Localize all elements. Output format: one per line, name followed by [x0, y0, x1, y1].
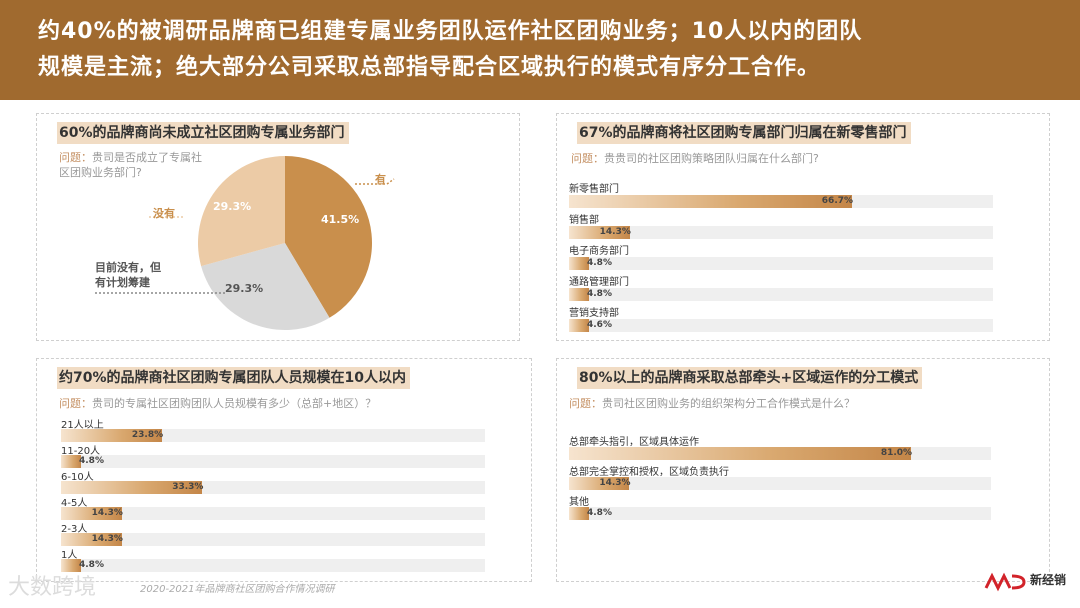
panel-title: 80%以上的品牌商采取总部牵头+区域运作的分工模式 [577, 367, 923, 389]
panel-title: 60%的品牌商尚未成立社区团购专属业务部门 [57, 122, 349, 144]
pie-value-no: 29.3% [213, 200, 252, 213]
bar [569, 477, 630, 490]
panel-dept-established: 60%的品牌商尚未成立社区团购专属业务部门 问题：贵司是否成立了专属社 区团购业… [36, 113, 520, 341]
bar-category-label: 11-20人 [61, 446, 101, 457]
pie-legend-planned-line2: 有计划筹建 [95, 276, 150, 289]
panel-title: 67%的品牌商将社区团购专属部门归属在新零售部门 [577, 122, 911, 144]
pie-slice [201, 243, 330, 330]
question-text-line2: 区团购业务部门? [59, 166, 142, 179]
header-title-line2: 规模是主流；绝大部分公司采取总部指导配合区域执行的模式有序分工合作。 [38, 55, 821, 80]
pie-slice [198, 156, 285, 267]
bar-value-label: 4.8% [79, 456, 104, 466]
bar-chart-department: 新零售部门 66.7% 销售部 14.3% 电子商务部门 4.8% 通路管理部门 4.8% 营销… [557, 114, 1049, 340]
question-text: 贵司的专属社区团购团队人员规模有多少（总部+地区）？ [92, 397, 377, 410]
bar [61, 559, 82, 572]
bar [61, 533, 122, 546]
pie-legend-planned-line1: 目前没有，但 [95, 261, 161, 274]
bar [569, 319, 589, 332]
panel-question: 问题：贵司是否成立了专属社 区团购业务部门? [59, 150, 249, 180]
bar-category-label: 4-5人 [61, 498, 88, 509]
bar-category-label: 其他 [569, 497, 589, 508]
bar-track [569, 226, 993, 239]
watermark: 大数跨境 [8, 575, 97, 600]
bar-track [61, 429, 485, 442]
bar-category-label: 1人 [61, 550, 78, 561]
bar-chart-team-size: 21人以上 23.8% 11-20人 4.8% 6-10人 33.3% 4-5人 14.3% 2… [37, 359, 531, 581]
bar [569, 195, 852, 208]
bar-track [569, 507, 991, 520]
brand-name: 新经销 [1030, 573, 1067, 587]
bar-value-label: 66.7% [821, 196, 854, 206]
bar-track [569, 257, 993, 270]
bar [569, 507, 590, 520]
pie-slice [285, 156, 372, 318]
bar-category-label: 通路管理部门 [569, 277, 629, 288]
question-text: 贵贵司的社区团购策略团队归属在什么部门? [604, 152, 819, 165]
bar-value-label: 14.3% [599, 227, 631, 237]
question-text-line1: 贵司是否成立了专属社 [92, 151, 202, 164]
bar-category-label: 总部完全掌控和授权，区域负责执行 [569, 467, 729, 478]
panel-dept-affiliation: 67%的品牌商将社区团购专属部门归属在新零售部门 问题：贵贵司的社区团购策略团队… [556, 113, 1050, 341]
bar [61, 455, 82, 468]
bar-value-label: 14.3% [91, 508, 123, 518]
bar [569, 447, 911, 460]
bar-value-label: 81.0% [880, 448, 913, 458]
bar-category-label: 电子商务部门 [569, 246, 629, 257]
bar-value-label: 4.8% [587, 258, 612, 268]
source-note: 2020-2021年品牌商社区团购合作情况调研 [140, 584, 335, 595]
bar-value-label: 4.8% [79, 560, 104, 570]
bar-category-label: 销售部 [569, 215, 599, 226]
panel-question: 问题：贵司社区团购业务的组织架构分工合作模式是什么？ [569, 395, 855, 411]
bar-value-label: 4.8% [587, 508, 612, 518]
pie-value-yes: 41.5% [321, 213, 360, 226]
panel-question: 问题：贵贵司的社区团购策略团队归属在什么部门? [571, 150, 819, 166]
bar-value-label: 14.3% [91, 534, 123, 544]
bar-category-label: 6-10人 [61, 472, 94, 483]
header-title: 约40%的被调研品牌商已组建专属业务团队运作社区团购业务；10人以内的团队 规模… [38, 14, 1048, 86]
bar-value-label: 23.8% [131, 430, 164, 440]
bar [61, 481, 203, 494]
question-text: 贵司社区团购业务的组织架构分工合作模式是什么？ [602, 397, 855, 410]
pie-chart [95, 156, 395, 330]
bar-category-label: 总部牵头指引，区域具体运作 [569, 437, 699, 448]
bar-value-label: 33.3% [172, 482, 204, 492]
bar-track [61, 455, 485, 468]
question-label: 问题： [571, 152, 604, 165]
bar [569, 257, 590, 270]
pie-legend-yes: 有 [375, 173, 386, 186]
bar-track [569, 477, 991, 490]
bar [569, 226, 630, 239]
bar-value-label: 14.3% [599, 478, 631, 488]
bar-chart-division-mode: 总部牵头指引，区域具体运作 81.0% 总部完全掌控和授权，区域负责执行 14.3% 其… [557, 359, 1049, 581]
question-label: 问题： [59, 151, 92, 164]
bar-track [61, 533, 485, 546]
bar-category-label: 21人以上 [61, 420, 104, 431]
bar-category-label: 2-3人 [61, 524, 88, 535]
bar-track [569, 288, 993, 301]
bar-category-label: 营销支持部 [569, 308, 619, 319]
panel-question: 问题：贵司的专属社区团购团队人员规模有多少（总部+地区）？ [59, 395, 376, 411]
question-label: 问题： [569, 397, 602, 410]
header-title-line1: 约40%的被调研品牌商已组建专属业务团队运作社区团购业务；10人以内的团队 [38, 19, 863, 44]
bar-track [61, 507, 485, 520]
bar-value-label: 4.6% [587, 320, 612, 330]
pie-legend-no: 没有 [153, 207, 175, 220]
bar-value-label: 4.8% [587, 289, 612, 299]
pie-value-planned: 29.3% [225, 282, 264, 295]
bar [61, 507, 122, 520]
panel-team-size: 约70%的品牌商社区团购专属团队人员规模在10人以内 问题：贵司的专属社区团购团… [36, 358, 532, 582]
bar [61, 429, 162, 442]
brand-logo-icon [984, 572, 1026, 592]
panel-division-mode: 80%以上的品牌商采取总部牵头+区域运作的分工模式 问题：贵司社区团购业务的组织… [556, 358, 1050, 582]
bar [569, 288, 590, 301]
leader-line-yes [355, 178, 395, 185]
bar-category-label: 新零售部门 [569, 184, 619, 195]
bar-track [61, 559, 485, 572]
panel-title: 约70%的品牌商社区团购专属团队人员规模在10人以内 [57, 367, 410, 389]
bar-track [569, 319, 993, 332]
header-banner: 约40%的被调研品牌商已组建专属业务团队运作社区团购业务；10人以内的团队 规模… [0, 0, 1080, 100]
question-label: 问题： [59, 397, 92, 410]
